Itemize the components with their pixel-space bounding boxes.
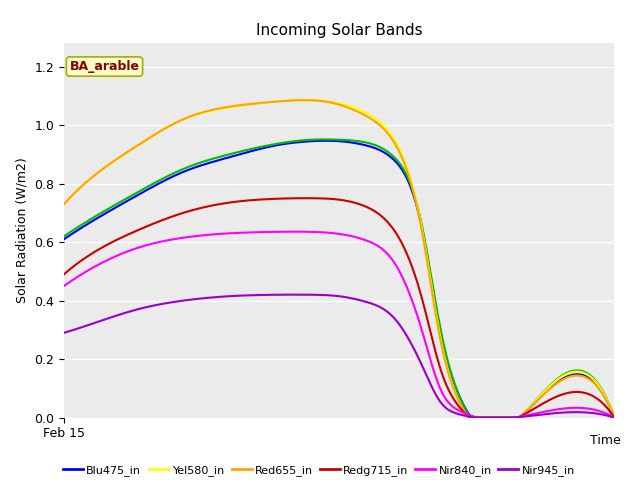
Legend: Blu475_in, Gm535_in, Yel580_in, Red655_in, Redg715_in, Nir840_in, Nir945_in: Blu475_in, Gm535_in, Yel580_in, Red655_i… — [58, 461, 579, 480]
Text: Time: Time — [590, 434, 621, 447]
Title: Incoming Solar Bands: Incoming Solar Bands — [256, 23, 422, 38]
Text: BA_arable: BA_arable — [70, 60, 140, 73]
Y-axis label: Solar Radiation (W/m2): Solar Radiation (W/m2) — [16, 157, 29, 303]
